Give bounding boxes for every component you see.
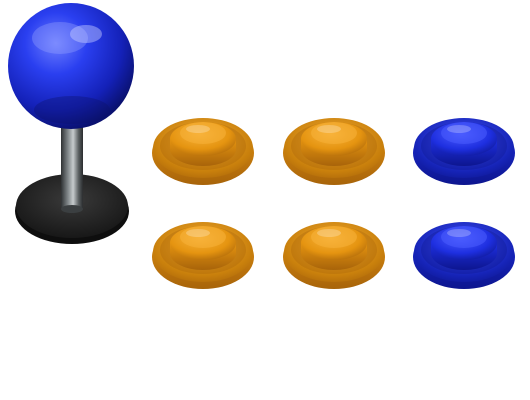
arcade-button-orange-4[interactable] bbox=[279, 207, 389, 297]
arcade-button-orange-2[interactable] bbox=[279, 103, 389, 193]
button-plunger bbox=[301, 226, 367, 270]
button-graphic bbox=[152, 222, 254, 289]
joystick-shaft bbox=[61, 118, 83, 213]
button-plunger bbox=[170, 122, 236, 166]
button-plunger bbox=[431, 226, 497, 270]
arcade-button-blue-1[interactable] bbox=[409, 103, 519, 193]
button-plunger bbox=[431, 122, 497, 166]
button-graphic bbox=[283, 222, 385, 289]
button-plunger bbox=[170, 226, 236, 270]
button-graphic bbox=[413, 222, 515, 289]
arcade-button-orange-1[interactable] bbox=[148, 103, 258, 193]
arcade-button-blue-2[interactable] bbox=[409, 207, 519, 297]
joystick-ball-top[interactable] bbox=[8, 3, 134, 129]
button-graphic bbox=[152, 118, 254, 185]
button-graphic bbox=[283, 118, 385, 185]
arcade-joystick[interactable] bbox=[0, 0, 140, 250]
button-graphic bbox=[413, 118, 515, 185]
arcade-button-orange-3[interactable] bbox=[148, 207, 258, 297]
button-plunger bbox=[301, 122, 367, 166]
